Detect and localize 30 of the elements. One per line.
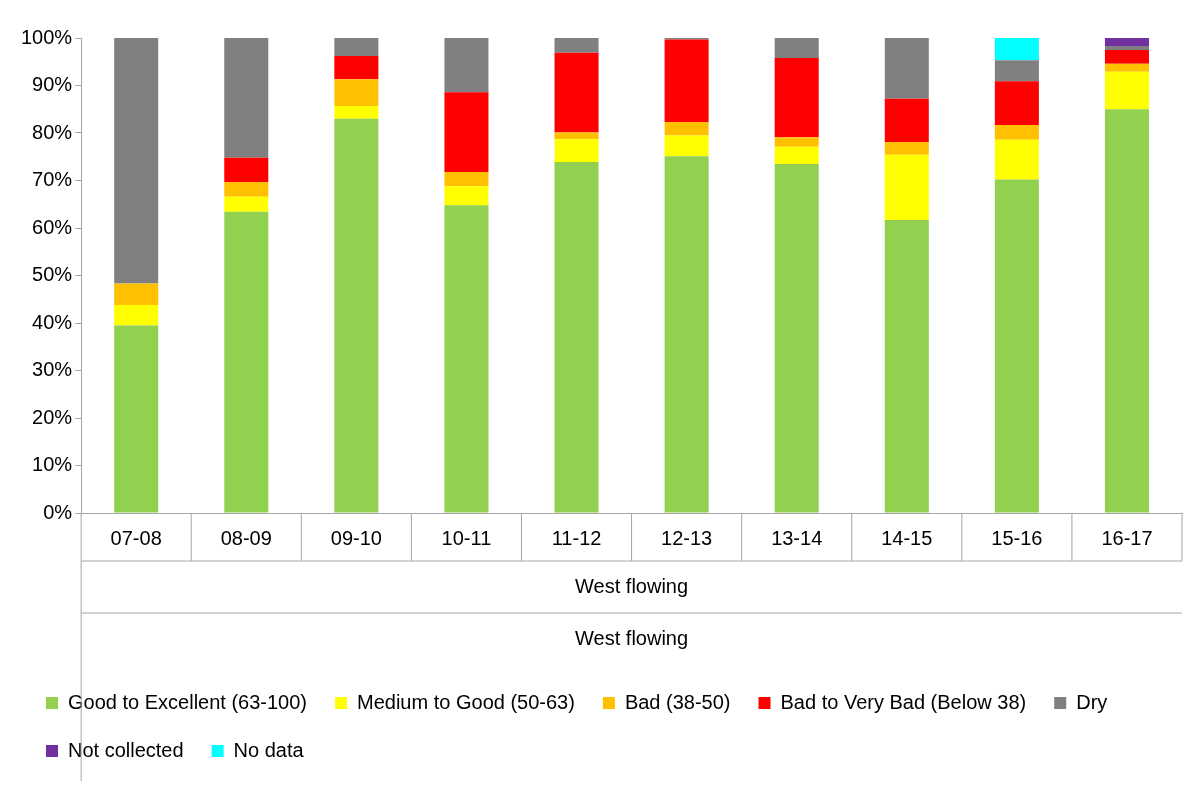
x-tick-label: 09-10 — [330, 526, 382, 549]
y-tick-label: 40% — [32, 310, 73, 333]
x-tick-label: 16-17 — [1101, 526, 1153, 549]
y-tick-label: 0% — [43, 500, 73, 523]
text: West flowing — [575, 626, 689, 649]
legend-label: Bad (38-50) — [624, 690, 731, 713]
y-tick-label: 80% — [32, 120, 73, 143]
y-tick-label: 30% — [32, 358, 73, 381]
legend-label: Good to Excellent (63-100) — [68, 690, 308, 713]
y-tick-label: 60% — [32, 215, 73, 238]
legend-label: Bad to Very Bad (Below 38) — [780, 690, 1027, 713]
y-tick-label: 100% — [21, 25, 73, 48]
x-tick-label: 13-14 — [771, 526, 823, 549]
y-tick-label: 70% — [32, 168, 73, 191]
x-tick-label: 15-16 — [991, 526, 1043, 549]
x-tick-label: 07-08 — [110, 526, 162, 549]
legend-label: Not collected — [68, 738, 184, 761]
y-tick-label: 20% — [32, 405, 73, 428]
x-tick-label: 10-11 — [441, 526, 492, 549]
y-tick-label: 90% — [32, 73, 73, 96]
y-tick-label: 10% — [32, 453, 73, 476]
x-tick-label: 08-09 — [220, 526, 272, 549]
legend-label: Dry — [1076, 690, 1108, 713]
legend-label: Medium to Good (50-63) — [357, 690, 575, 713]
x-tick-label: 12-13 — [661, 526, 713, 549]
y-tick-label: 50% — [32, 263, 73, 286]
text: West flowing — [575, 574, 689, 597]
legend-label: No data — [233, 738, 305, 761]
x-tick-label: 11-12 — [551, 526, 602, 549]
x-tick-label: 14-15 — [881, 526, 933, 549]
